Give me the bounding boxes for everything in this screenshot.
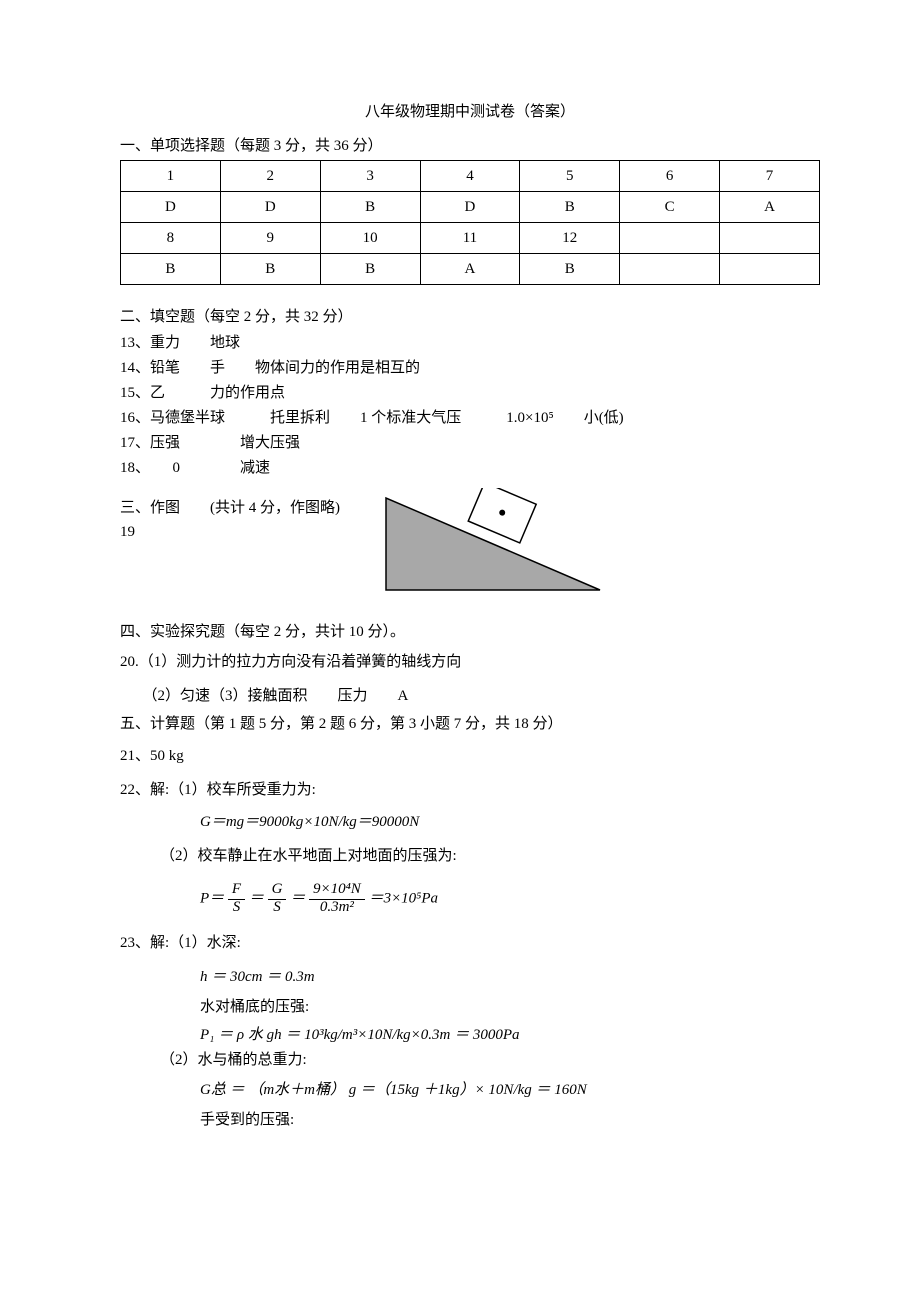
q23c: 水对桶底的压强: <box>120 995 820 1019</box>
incline-box <box>468 488 536 543</box>
cell: B <box>220 254 320 285</box>
cell: 2 <box>220 161 320 192</box>
table-row: B B B A B <box>121 254 820 285</box>
cell: 7 <box>720 161 820 192</box>
frac3: 9×10⁴N 0.3m² <box>309 882 365 917</box>
cell: 3 <box>320 161 420 192</box>
q23a: 23、解:（1）水深: <box>120 931 820 955</box>
q20b: （2）匀速（3）接触面积 压力 A <box>120 684 820 708</box>
q23e: （2）水与桶的总重力: <box>120 1048 820 1072</box>
cell <box>720 223 820 254</box>
cell: A <box>420 254 520 285</box>
table-row: 8 9 10 11 12 <box>121 223 820 254</box>
sec2-heading: 二、填空题（每空 2 分，共 32 分） <box>120 305 820 329</box>
eq-mid1: ＝ <box>249 891 268 907</box>
q22c: （2）校车静止在水平地面上对地面的压强为: <box>120 844 820 868</box>
sec3-heading: 三、作图 (共计 4 分，作图略) <box>120 496 340 520</box>
q23f: G总 ＝ （m水＋m桶） g ＝（15kg ＋1kg）× 10N/kg ＝ 16… <box>120 1078 820 1102</box>
page-title: 八年级物理期中测试卷（答案） <box>120 100 820 124</box>
sec3-block: 三、作图 (共计 4 分，作图略) 19 <box>120 496 820 616</box>
q22a: 22、解:（1）校车所受重力为: <box>120 778 820 802</box>
cell: B <box>121 254 221 285</box>
cell: 8 <box>121 223 221 254</box>
cell: B <box>320 254 420 285</box>
fill-13: 13、重力 地球 <box>120 331 820 355</box>
sec3-num: 19 <box>120 520 340 544</box>
q22b: G＝mg＝9000kg×10N/kg＝90000N <box>120 810 820 834</box>
cell <box>620 223 720 254</box>
frac1: F S <box>228 882 245 917</box>
sec1-heading: 一、单项选择题（每题 3 分，共 36 分） <box>120 134 820 158</box>
cell: B <box>320 192 420 223</box>
table-row: D D B D B C A <box>121 192 820 223</box>
fill-16: 16、马德堡半球 托里拆利 1 个标准大气压 1.0×10⁵ 小(低) <box>120 406 820 430</box>
q22-equation: P＝ F S ＝ G S ＝ 9×10⁴N 0.3m² ＝3×10⁵Pa <box>120 882 820 917</box>
fill-15: 15、乙 力的作用点 <box>120 381 820 405</box>
q23b: h ＝ 30cm ＝ 0.3m <box>120 965 820 989</box>
q20a: 20.（1）测力计的拉力方向没有沿着弹簧的轴线方向 <box>120 650 820 674</box>
incline-diagram <box>380 488 610 616</box>
cell: B <box>520 254 620 285</box>
cell: 5 <box>520 161 620 192</box>
page-root: 八年级物理期中测试卷（答案） 一、单项选择题（每题 3 分，共 36 分） 1 … <box>0 0 920 1173</box>
cell: B <box>520 192 620 223</box>
q21: 21、50 kg <box>120 744 820 768</box>
cell: D <box>121 192 221 223</box>
eq-prefix: P＝ <box>200 891 224 907</box>
q23g: 手受到的压强: <box>120 1108 820 1132</box>
cell: 9 <box>220 223 320 254</box>
cell: A <box>720 192 820 223</box>
fill-14: 14、铅笔 手 物体间力的作用是相互的 <box>120 356 820 380</box>
cell: 4 <box>420 161 520 192</box>
cell: 6 <box>620 161 720 192</box>
fill-18: 18、 0 减速 <box>120 456 820 480</box>
frac2: G S <box>268 882 287 917</box>
answers-table: 1 2 3 4 5 6 7 D D B D B C A 8 9 10 11 12… <box>120 160 820 285</box>
cell: 1 <box>121 161 221 192</box>
cell: D <box>420 192 520 223</box>
cell <box>720 254 820 285</box>
cell: 10 <box>320 223 420 254</box>
cell <box>620 254 720 285</box>
cell: 11 <box>420 223 520 254</box>
fill-17: 17、压强 增大压强 <box>120 431 820 455</box>
eq-suffix: ＝3×10⁵Pa <box>369 891 439 907</box>
table-row: 1 2 3 4 5 6 7 <box>121 161 820 192</box>
eq-mid2: ＝ <box>290 891 309 907</box>
sec5-heading: 五、计算题（第 1 题 5 分，第 2 题 6 分，第 3 小题 7 分，共 1… <box>120 712 820 736</box>
sec4-heading: 四、实验探究题（每空 2 分，共计 10 分）。 <box>120 620 820 644</box>
cell: 12 <box>520 223 620 254</box>
cell: C <box>620 192 720 223</box>
q23d: P₁ ＝ ρ 水 gh ＝ 10³kg/m³×10N/kg×0.3m ＝ 300… <box>120 1023 820 1047</box>
cell: D <box>220 192 320 223</box>
